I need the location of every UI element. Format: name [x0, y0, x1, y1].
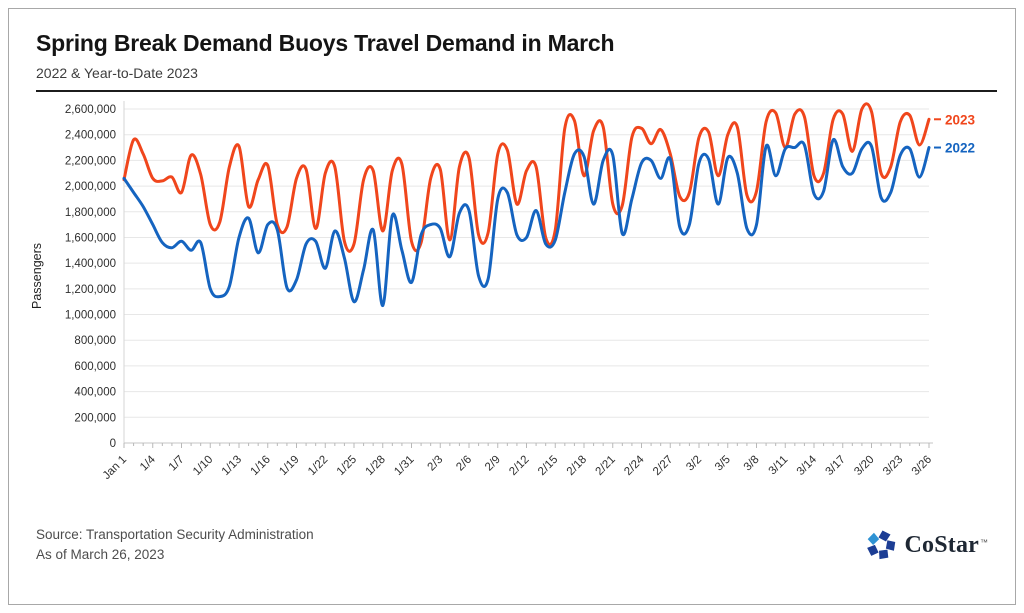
x-axis-tick-label: 2/15	[536, 453, 560, 477]
x-axis-tick-label: 3/5	[713, 453, 733, 473]
costar-pinwheel-icon	[867, 530, 896, 560]
x-axis-tick-label: 3/20	[852, 453, 876, 477]
y-axis-tick-label: 2,200,000	[65, 155, 116, 167]
source-line-2: As of March 26, 2023	[36, 547, 165, 562]
x-axis-tick-label: 3/14	[795, 453, 820, 478]
x-axis-tick-label: 2/21	[594, 453, 618, 477]
x-axis-tick-label: 2/9	[483, 453, 503, 473]
x-axis-tick-label: 2/12	[507, 453, 531, 477]
costar-logo-wordmark: CoStar™	[904, 532, 988, 559]
pinwheel-petal	[868, 532, 880, 546]
x-axis-tick-label: 3/17	[824, 453, 848, 477]
x-axis-tick-label: 3/26	[910, 453, 934, 477]
legend-label-2022: 2022	[945, 140, 975, 155]
x-axis-tick-label: 1/13	[220, 453, 244, 477]
y-axis-tick-label: 2,400,000	[65, 129, 116, 141]
costar-trademark: ™	[980, 538, 988, 548]
y-axis-tick-label: 600,000	[74, 361, 116, 373]
page-title: Spring Break Demand Buoys Travel Demand …	[36, 30, 615, 56]
x-axis-tick-label: 1/22	[306, 453, 330, 477]
y-axis-tick-label: 800,000	[74, 335, 116, 347]
x-axis-tick-label: 1/19	[277, 453, 301, 477]
y-axis-title: Passengers	[30, 243, 44, 309]
series-line-2023	[122, 102, 931, 253]
pinwheel-petal	[886, 540, 896, 551]
chart: 0 200,000 400,000 600,000 800,000 1,000,000 1,…	[27, 94, 997, 501]
x-axis-tick-label: 2/3	[426, 453, 446, 473]
x-axis-tick-label: 1/10	[191, 453, 215, 477]
source-line-1: Source: Transportation Security Administ…	[36, 526, 314, 542]
y-axis-tick-label: 0	[110, 438, 116, 450]
x-axis-tick-label: 3/2	[684, 453, 704, 473]
x-axis-tick-label: 1/7	[167, 453, 187, 473]
x-axis-tick-label: 1/4	[138, 453, 158, 473]
costar-logo: CoStar™	[865, 529, 988, 561]
y-axis-tick-label: 200,000	[74, 412, 116, 424]
pinwheel-petal	[867, 544, 880, 556]
y-axis-tick-label: 2,600,000	[65, 104, 116, 116]
x-axis-tick-label: 1/31	[392, 453, 416, 477]
y-axis-tick-label: 1,000,000	[65, 309, 116, 321]
pinwheel-petal	[879, 549, 889, 560]
page-subtitle: 2022 & Year-to-Date 2023	[36, 64, 198, 81]
costar-logo-text: CoStar	[904, 531, 979, 558]
y-axis-tick-label: 1,600,000	[65, 232, 116, 244]
x-axis-tick-label: 3/23	[881, 453, 905, 477]
chart-svg: 0 200,000 400,000 600,000 800,000 1,000,000 1,…	[30, 100, 976, 482]
x-axis-tick-label: 2/18	[565, 453, 589, 477]
y-axis-tick-label: 2,000,000	[65, 181, 116, 193]
y-axis-tick-label: 1,200,000	[65, 284, 116, 296]
y-axis-tick-label: 400,000	[74, 386, 116, 398]
x-axis-tick-label: 2/6	[454, 453, 474, 473]
title-divider	[36, 89, 997, 92]
x-axis-tick-label: 1/28	[364, 453, 388, 477]
x-axis-tick-label: 2/27	[651, 453, 675, 477]
y-axis-tick-label: 1,800,000	[65, 207, 116, 219]
x-axis-tick-label: 1/25	[335, 453, 359, 477]
x-axis-tick-label: 3/11	[767, 453, 791, 477]
y-axis-tick-label: 1,400,000	[65, 258, 116, 270]
legend-label-2023: 2023	[945, 112, 976, 127]
chart-card: Spring Break Demand Buoys Travel Demand …	[8, 8, 1016, 605]
pinwheel-petal	[878, 530, 891, 542]
x-axis-tick-label: 3/8	[742, 453, 762, 473]
source-note: Source: Transportation Security Administ…	[36, 525, 314, 566]
x-axis-tick-label: Jan 1	[101, 453, 129, 481]
series-line-2022	[122, 137, 931, 307]
x-axis-tick-label: 2/24	[622, 453, 647, 478]
chart-footer: Source: Transportation Security Administ…	[36, 525, 988, 566]
x-axis-tick-label: 1/16	[249, 453, 273, 477]
